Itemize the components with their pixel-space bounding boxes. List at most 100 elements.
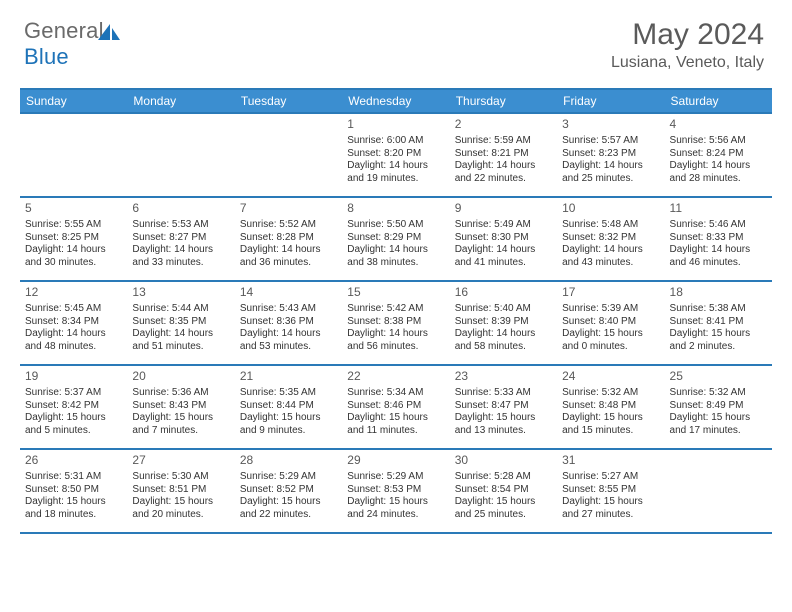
day-number: 27 <box>132 453 229 468</box>
cell-line-day1: Daylight: 15 hours <box>562 496 659 509</box>
page-location: Lusiana, Veneto, Italy <box>611 54 764 72</box>
cell-line-sunset: Sunset: 8:20 PM <box>347 148 444 161</box>
cell-line-day2: and 19 minutes. <box>347 173 444 186</box>
cell-line-sunrise: Sunrise: 5:59 AM <box>455 135 552 148</box>
cell-line-day2: and 33 minutes. <box>132 257 229 270</box>
cell-line-sunrise: Sunrise: 5:48 AM <box>562 219 659 232</box>
cell-line-day1: Daylight: 15 hours <box>562 328 659 341</box>
cell-line-sunrise: Sunrise: 5:43 AM <box>240 303 337 316</box>
cell-line-sunrise: Sunrise: 5:36 AM <box>132 387 229 400</box>
cell-line-sunset: Sunset: 8:33 PM <box>670 232 767 245</box>
cell-line-sunset: Sunset: 8:29 PM <box>347 232 444 245</box>
cell-line-sunrise: Sunrise: 5:50 AM <box>347 219 444 232</box>
cell-line-day1: Daylight: 14 hours <box>670 160 767 173</box>
calendar-cell: 16Sunrise: 5:40 AMSunset: 8:39 PMDayligh… <box>450 282 557 364</box>
cell-line-day1: Daylight: 15 hours <box>132 496 229 509</box>
cell-line-sunrise: Sunrise: 5:46 AM <box>670 219 767 232</box>
cell-line-sunrise: Sunrise: 5:42 AM <box>347 303 444 316</box>
day-number: 24 <box>562 369 659 384</box>
cell-line-sunset: Sunset: 8:52 PM <box>240 484 337 497</box>
cell-line-sunrise: Sunrise: 5:34 AM <box>347 387 444 400</box>
cell-line-sunset: Sunset: 8:38 PM <box>347 316 444 329</box>
cell-line-sunset: Sunset: 8:34 PM <box>25 316 122 329</box>
cell-line-day1: Daylight: 14 hours <box>132 328 229 341</box>
cell-line-sunrise: Sunrise: 5:55 AM <box>25 219 122 232</box>
calendar-cell: 26Sunrise: 5:31 AMSunset: 8:50 PMDayligh… <box>20 450 127 532</box>
cell-line-sunrise: Sunrise: 5:49 AM <box>455 219 552 232</box>
cell-line-day1: Daylight: 14 hours <box>347 244 444 257</box>
cell-line-day2: and 13 minutes. <box>455 425 552 438</box>
cell-line-sunset: Sunset: 8:49 PM <box>670 400 767 413</box>
cell-line-sunset: Sunset: 8:35 PM <box>132 316 229 329</box>
cell-line-day2: and 24 minutes. <box>347 509 444 522</box>
day-number: 22 <box>347 369 444 384</box>
cell-line-day2: and 30 minutes. <box>25 257 122 270</box>
cell-line-day2: and 25 minutes. <box>562 173 659 186</box>
cell-line-sunset: Sunset: 8:40 PM <box>562 316 659 329</box>
cell-line-day1: Daylight: 15 hours <box>347 412 444 425</box>
cell-line-day1: Daylight: 14 hours <box>347 328 444 341</box>
cell-line-day1: Daylight: 15 hours <box>670 328 767 341</box>
calendar-cell: 14Sunrise: 5:43 AMSunset: 8:36 PMDayligh… <box>235 282 342 364</box>
day-number: 19 <box>25 369 122 384</box>
calendar-cell: 11Sunrise: 5:46 AMSunset: 8:33 PMDayligh… <box>665 198 772 280</box>
cell-line-sunset: Sunset: 8:39 PM <box>455 316 552 329</box>
cell-line-sunset: Sunset: 8:25 PM <box>25 232 122 245</box>
cell-line-day2: and 2 minutes. <box>670 341 767 354</box>
cell-line-day2: and 46 minutes. <box>670 257 767 270</box>
cell-line-day2: and 17 minutes. <box>670 425 767 438</box>
cell-line-sunrise: Sunrise: 6:00 AM <box>347 135 444 148</box>
cell-line-day2: and 7 minutes. <box>132 425 229 438</box>
cell-line-sunrise: Sunrise: 5:30 AM <box>132 471 229 484</box>
calendar-cell: 10Sunrise: 5:48 AMSunset: 8:32 PMDayligh… <box>557 198 664 280</box>
calendar-week: 12 Sunrise: 5:45 AMSunset: 8:34 PM Dayligh… <box>20 282 772 366</box>
cell-line-day1: Daylight: 14 hours <box>562 160 659 173</box>
cell-line-day1: Daylight: 14 hours <box>562 244 659 257</box>
cell-line-sunset: Sunset: 8:42 PM <box>25 400 122 413</box>
calendar-cell: 8Sunrise: 5:50 AMSunset: 8:29 PMDaylight… <box>342 198 449 280</box>
calendar-cell: 21Sunrise: 5:35 AMSunset: 8:44 PMDayligh… <box>235 366 342 448</box>
cell-line-day2: and 53 minutes. <box>240 341 337 354</box>
cell-line-sunset: Sunset: 8:27 PM <box>132 232 229 245</box>
calendar-cell: 12Sunrise: 5:45 AMSunset: 8:34 PMDayligh… <box>20 282 127 364</box>
cell-line-sunrise: Sunrise: 5:31 AM <box>25 471 122 484</box>
cell-line-day2: and 48 minutes. <box>25 341 122 354</box>
cell-line-day2: and 15 minutes. <box>562 425 659 438</box>
calendar-week: 1 Sunrise: 6:00 AMSunset: 8:20 PM Daylight… <box>20 114 772 198</box>
cell-line-day1: Daylight: 14 hours <box>132 244 229 257</box>
calendar-cell <box>235 114 342 196</box>
calendar-cell <box>20 114 127 196</box>
cell-line-sunrise: Sunrise: 5:39 AM <box>562 303 659 316</box>
cell-line-day2: and 36 minutes. <box>240 257 337 270</box>
cell-line-day2: and 38 minutes. <box>347 257 444 270</box>
cell-line-sunrise: Sunrise: 5:56 AM <box>670 135 767 148</box>
logo-part1: General <box>24 18 104 44</box>
calendar-cell: 29Sunrise: 5:29 AMSunset: 8:53 PMDayligh… <box>342 450 449 532</box>
cell-line-day1: Daylight: 15 hours <box>455 496 552 509</box>
calendar-cell: 31Sunrise: 5:27 AMSunset: 8:55 PMDayligh… <box>557 450 664 532</box>
calendar-cell <box>665 450 772 532</box>
day-number: 1 <box>347 117 444 132</box>
day-number: 5 <box>25 201 122 216</box>
cell-line-sunset: Sunset: 8:43 PM <box>132 400 229 413</box>
day-number: 17 <box>562 285 659 300</box>
calendar-cell: 19Sunrise: 5:37 AMSunset: 8:42 PMDayligh… <box>20 366 127 448</box>
cell-line-day1: Daylight: 15 hours <box>670 412 767 425</box>
calendar-cell: 30Sunrise: 5:28 AMSunset: 8:54 PMDayligh… <box>450 450 557 532</box>
day-number: 2 <box>455 117 552 132</box>
cell-line-day2: and 20 minutes. <box>132 509 229 522</box>
cell-line-sunset: Sunset: 8:32 PM <box>562 232 659 245</box>
logo-part2: Blue <box>24 44 69 70</box>
cell-line-sunrise: Sunrise: 5:29 AM <box>347 471 444 484</box>
day-number: 25 <box>670 369 767 384</box>
day-number: 21 <box>240 369 337 384</box>
cell-line-day2: and 18 minutes. <box>25 509 122 522</box>
day-number: 3 <box>562 117 659 132</box>
cell-line-day2: and 22 minutes. <box>240 509 337 522</box>
cell-line-day1: Daylight: 14 hours <box>455 160 552 173</box>
cell-line-day2: and 41 minutes. <box>455 257 552 270</box>
cell-line-sunrise: Sunrise: 5:45 AM <box>25 303 122 316</box>
cell-line-day2: and 51 minutes. <box>132 341 229 354</box>
cell-line-sunrise: Sunrise: 5:44 AM <box>132 303 229 316</box>
day-number: 12 <box>25 285 122 300</box>
